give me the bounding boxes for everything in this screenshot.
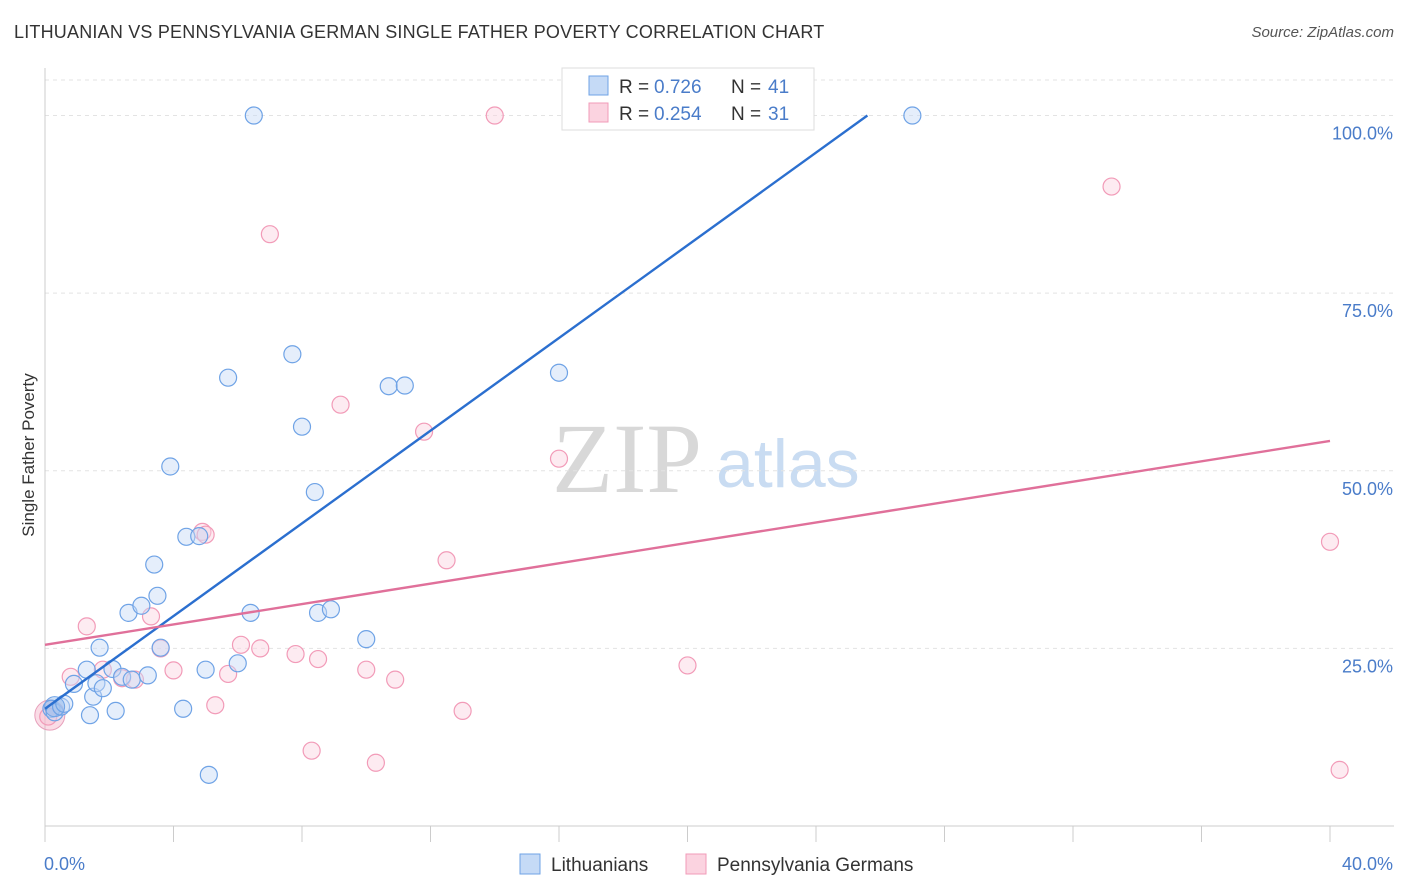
legend-r-label-1: R = — [619, 77, 649, 98]
bottom-legend-label-pennsylvania-germans: Pennsylvania Germans — [717, 855, 913, 876]
lithuanians-point-31 — [283, 345, 302, 364]
legend-swatch-lithuanians — [588, 75, 609, 96]
lithuanians-point-20 — [151, 638, 170, 657]
y-tick-label-1: 50.0% — [1342, 479, 1393, 499]
lithuanians-point-23 — [177, 527, 196, 546]
pennsylvania-germans-point-17 — [302, 741, 321, 760]
lithuanians-point-4 — [64, 674, 84, 694]
pennsylvania-germans-point-31 — [1330, 760, 1349, 779]
lithuanians-point-22 — [174, 699, 193, 718]
lithuanians-point-10 — [93, 679, 112, 698]
pennsylvania-germans-point-8 — [164, 661, 183, 680]
pennsylvania-germans-point-30 — [1320, 532, 1340, 551]
lithuanians-cluster-point — [44, 696, 66, 718]
pennsylvania-germans-trend-line — [44, 439, 1331, 647]
lithuanians-point-28 — [228, 654, 247, 673]
y-tick-labels: 25.0% 50.0% 75.0% 100.0% — [1332, 124, 1393, 677]
bottom-legend-label-lithuanians: Lithuanians — [551, 855, 648, 876]
pennsylvania-germans-point-26 — [485, 106, 504, 125]
pennsylvania-germans-point-15 — [260, 225, 279, 244]
pennsylvania-germans-point-2 — [77, 617, 96, 636]
chart-title: LITHUANIAN VS PENNSYLVANIA GERMAN SINGLE… — [14, 22, 825, 42]
lithuanians-point-18 — [145, 555, 164, 574]
lithuanians-point-9 — [90, 638, 109, 657]
bottom-legend-swatch-lithuanians — [519, 853, 541, 875]
legend-swatch-pennsylvania-germans — [588, 102, 609, 123]
pennsylvania-germans-point-29 — [1102, 177, 1121, 196]
legend-n-label-1: N = — [731, 77, 761, 98]
lithuanians-point-36 — [357, 630, 376, 649]
pennsylvania-germans-point-25 — [453, 701, 472, 721]
pennsylvania-germans-point-10 — [196, 525, 215, 544]
lithuanians-point-16 — [132, 596, 151, 615]
lithuanians-point-21 — [161, 457, 180, 476]
lithuanians-point-30 — [244, 106, 263, 125]
legend-r-value-2: 0.254 — [654, 104, 702, 125]
bottom-legend-swatch-pennsylvania-germans — [685, 853, 707, 875]
legend-r-label-2: R = — [619, 104, 649, 125]
legend-n-value-1: 41 — [768, 77, 789, 98]
legend-n-label-2: N = — [731, 104, 761, 125]
pennsylvania-germans-point-19 — [331, 395, 350, 414]
lithuanians-point-39 — [549, 363, 569, 382]
lithuanians-point-32 — [292, 417, 312, 436]
lithuanians-point-19 — [148, 586, 167, 605]
y-axis-label: Single Father Poverty — [19, 373, 38, 537]
lithuanians-points — [42, 106, 922, 784]
lithuanians-point-40 — [903, 106, 922, 125]
legend-r-value-1: 0.726 — [654, 77, 702, 98]
lithuanians-point-37 — [379, 377, 398, 396]
pennsylvania-germans-point-11 — [206, 696, 225, 715]
pennsylvania-germans-point-13 — [231, 635, 251, 654]
lithuanians-point-12 — [106, 701, 125, 721]
lithuanians-point-35 — [321, 600, 341, 619]
x-tick-label-max: 40.0% — [1342, 854, 1393, 874]
y-tick-label-3: 100.0% — [1332, 124, 1393, 144]
pennsylvania-germans-point-23 — [414, 422, 434, 441]
x-tick-label-min: 0.0% — [44, 854, 85, 874]
lithuanians-trend-line — [44, 114, 869, 710]
pennsylvania-germans-point-14 — [251, 639, 270, 658]
lithuanians-point-26 — [199, 765, 218, 784]
pennsylvania-germans-point-27 — [549, 449, 569, 468]
pennsylvania-germans-point-22 — [386, 670, 405, 689]
axes — [44, 68, 1394, 842]
trend-lines — [44, 114, 1331, 710]
lithuanians-point-24 — [190, 527, 209, 546]
lithuanians-point-6 — [80, 706, 100, 725]
watermark: ZIP atlas — [552, 403, 860, 514]
watermark-atlas: atlas — [716, 426, 860, 502]
lithuanians-point-17 — [138, 666, 157, 685]
pennsylvania-germans-point-21 — [366, 753, 385, 772]
pennsylvania-germans-point-18 — [308, 649, 328, 669]
legend-n-value-2: 31 — [768, 104, 789, 125]
correlation-legend: R = 0.726 N = 41 R = 0.254 N = 31 — [561, 67, 815, 131]
pennsylvania-germans-point-24 — [437, 551, 456, 570]
lithuanians-point-27 — [219, 368, 238, 387]
series-legend: Lithuanians Pennsylvania Germans — [519, 853, 913, 876]
source-label: Source: ZipAtlas.com — [1251, 24, 1394, 41]
watermark-zip: ZIP — [552, 403, 702, 514]
y-tick-label-2: 75.0% — [1342, 301, 1393, 321]
x-tick-labels: 0.0% 40.0% — [44, 854, 1393, 874]
pennsylvania-germans-point-20 — [357, 660, 376, 679]
pennsylvania-germans-point-28 — [678, 656, 697, 675]
lithuanians-point-38 — [395, 376, 414, 395]
y-tick-label-0: 25.0% — [1342, 656, 1393, 676]
pennsylvania-germans-point-16 — [286, 644, 305, 664]
lithuanians-point-15 — [122, 670, 141, 689]
lithuanians-point-33 — [305, 482, 324, 502]
lithuanians-point-25 — [196, 660, 215, 679]
